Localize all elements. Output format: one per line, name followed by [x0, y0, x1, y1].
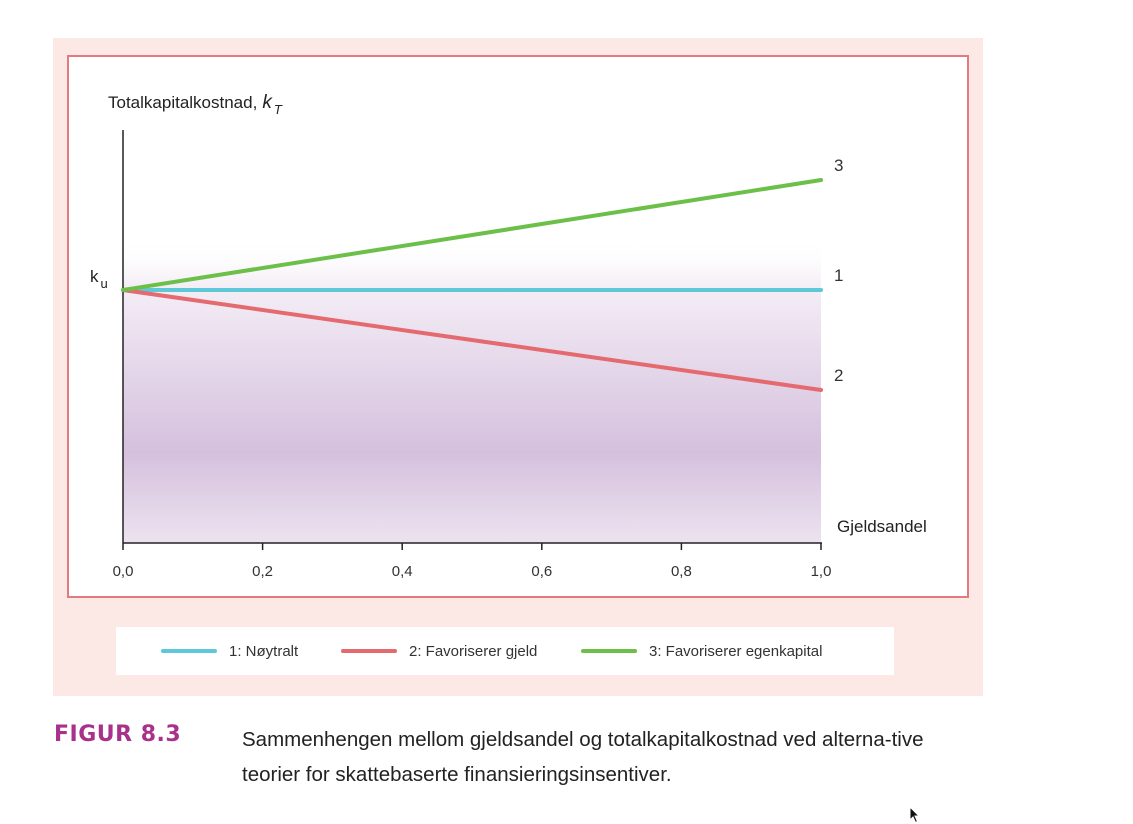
y-marker-subscript: u — [101, 276, 108, 291]
legend-label-1: 1: Nøytralt — [229, 642, 299, 660]
x-axis-label: Gjeldsandel — [837, 517, 927, 536]
figure-number: FIGUR 8.3 — [54, 722, 182, 747]
legend-item-3: 3: Favoriserer egenkapital — [581, 627, 822, 675]
plot-area-shading — [123, 240, 821, 543]
mouse-cursor-icon — [909, 806, 921, 824]
legend-item-1: 1: Nøytralt — [161, 627, 298, 675]
legend: 1: Nøytralt 2: Favoriserer gjeld 3: Favo… — [116, 627, 894, 675]
legend-swatch-3 — [581, 649, 637, 653]
series-line-2 — [121, 288, 823, 392]
series-end-label-3: 3 — [834, 156, 843, 175]
x-tick-label: 0,2 — [252, 563, 273, 580]
y-marker-symbol: k — [90, 267, 99, 286]
legend-label-3: 3: Favoriserer egenkapital — [649, 642, 823, 660]
y-axis-subscript: T — [274, 102, 283, 117]
x-tick-label: 0,6 — [531, 563, 552, 580]
series-lines — [121, 178, 823, 392]
series-end-label-1: 1 — [834, 266, 843, 285]
y-axis-symbol: k — [262, 92, 273, 113]
legend-item-2: 2: Favoriserer gjeld — [341, 627, 537, 675]
x-tick-label: 0,0 — [113, 563, 134, 580]
figure-caption: Sammenhengen mellom gjeldsandel og total… — [242, 728, 924, 786]
legend-label-2: 2: Favoriserer gjeld — [409, 642, 538, 660]
x-tick-label: 0,4 — [392, 563, 413, 580]
series-end-label-2: 2 — [834, 366, 843, 385]
y-axis-label: Totalkapitalkostnad, k T — [108, 92, 283, 117]
series-line-3 — [121, 178, 823, 292]
x-tick-label: 0,8 — [671, 563, 692, 580]
series-end-labels: 1 2 3 — [834, 156, 843, 385]
x-tick-label: 1,0 — [811, 563, 832, 580]
legend-swatch-1 — [161, 649, 217, 653]
y-axis-label-text: Totalkapitalkostnad, — [108, 93, 257, 112]
x-ticks: 0,0 0,2 0,4 0,6 0,8 1,0 — [113, 543, 832, 580]
legend-swatch-2 — [341, 649, 397, 653]
